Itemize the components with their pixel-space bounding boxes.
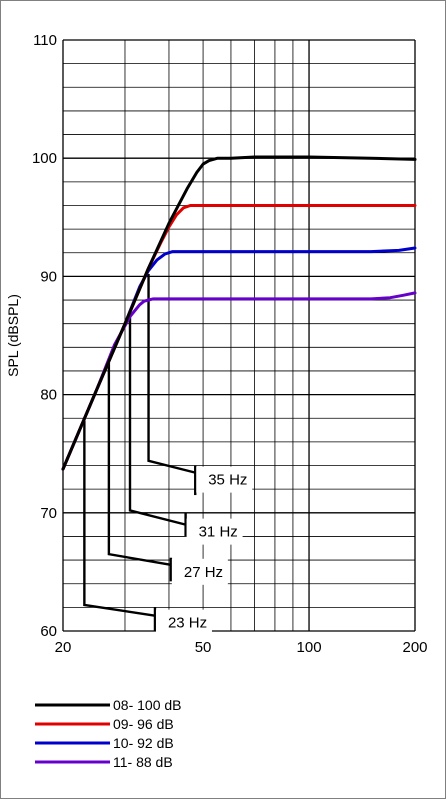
series-line	[61, 291, 417, 471]
annotation-bracket	[128, 314, 186, 526]
y-tick-label: 70	[40, 505, 57, 522]
x-tick-label: 200	[402, 639, 427, 656]
series-line	[61, 204, 417, 471]
annotation-label: 23 Hz	[168, 615, 207, 632]
y-tick-label: 80	[40, 387, 57, 404]
annotation-label-box	[155, 609, 212, 636]
legend: 08- 100 dB 09- 96 dB 10- 92 dB 11- 88 dB	[35, 697, 182, 770]
annotation-bracket	[147, 274, 196, 474]
annotation-label-box	[196, 466, 253, 493]
x-tick-label: 100	[297, 639, 322, 656]
annotation-label-box	[186, 518, 243, 545]
tick-labels: 20 50 100 200 60 70 80 90 100 110	[32, 32, 428, 656]
annotations: 35 Hz 31 Hz 27 Hz 23 Hz	[83, 274, 253, 636]
annotation-label: 31 Hz	[199, 524, 238, 541]
x-tick-label: 20	[55, 639, 72, 656]
annotation-label: 35 Hz	[208, 472, 247, 489]
series-line	[61, 155, 417, 471]
y-tick-label: 60	[40, 623, 57, 640]
y-tick-label: 100	[32, 150, 57, 167]
annotation-bracket	[83, 420, 156, 617]
annotation-label-box	[171, 558, 228, 585]
y-tick-label: 90	[40, 268, 57, 285]
series-lines	[61, 155, 417, 471]
legend-label: 08- 100 dB	[113, 697, 182, 713]
legend-label: 11- 88 dB	[113, 754, 173, 770]
y-tick-label: 110	[33, 32, 57, 49]
annotation-bracket	[107, 362, 172, 566]
legend-label: 10- 92 dB	[113, 735, 174, 751]
x-tick-label: 50	[195, 639, 212, 656]
series-line	[61, 246, 417, 471]
annotation-label: 27 Hz	[184, 564, 223, 581]
legend-label: 09- 96 dB	[113, 716, 174, 732]
y-axis-label: SPL (dBSPL)	[5, 294, 21, 377]
